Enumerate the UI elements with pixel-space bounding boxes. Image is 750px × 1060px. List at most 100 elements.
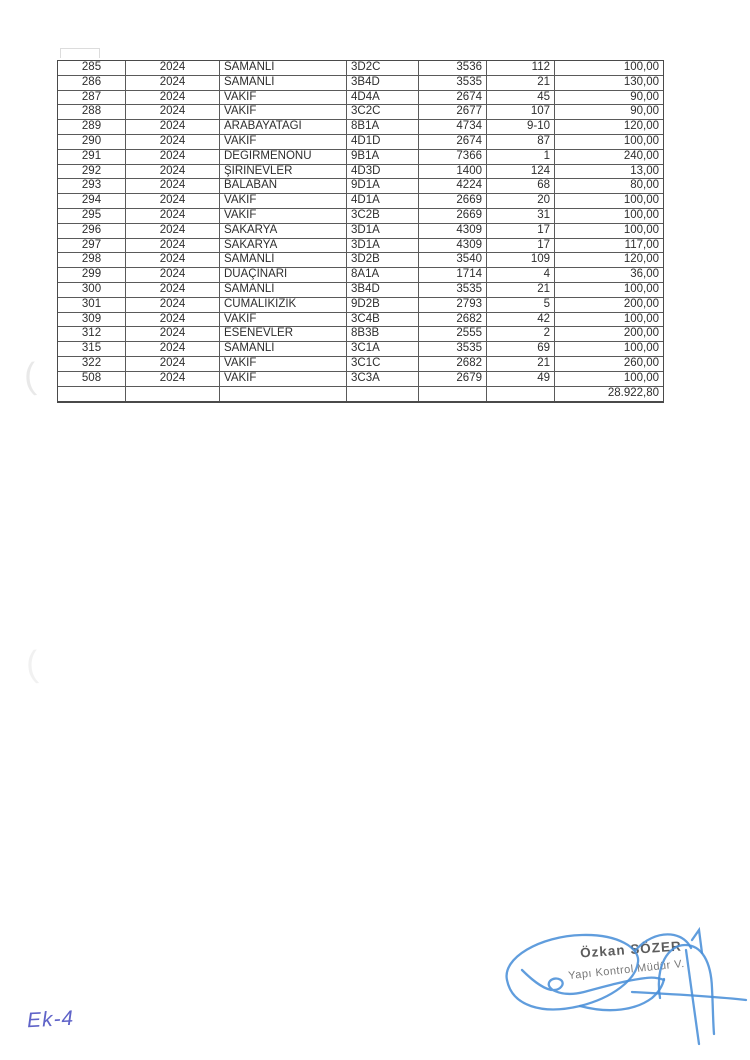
table-cell: 90,00 — [630, 90, 659, 103]
table-row: 300 2024 SAMANLI 3B4D 3535 21 100,00 — [58, 282, 663, 298]
signature-ink-icon — [505, 926, 748, 1046]
table-cell: 45 — [487, 90, 555, 105]
table-cell: 100,00 — [623, 194, 659, 207]
table-cell: VAKIF — [220, 356, 347, 371]
table-cell: 2024 — [126, 164, 220, 179]
table-row: 296 2024 SAKARYA 3D1A 4309 17 100,00 — [58, 223, 663, 239]
table-row: 299 2024 DUAÇINARI 8A1A 1714 4 36,00 — [58, 268, 663, 283]
table-cell: 290 — [58, 134, 126, 149]
table-cell: 301 — [58, 297, 126, 312]
table-cell: 100,00 — [623, 312, 659, 325]
table-cell: ESENEVLER — [220, 327, 347, 342]
table-cell: 287 — [58, 90, 126, 105]
table-cell: 2555 — [419, 327, 487, 342]
table-cell: 3536 — [419, 61, 487, 75]
table-cell: 295 — [58, 208, 126, 223]
table-cell: 2024 — [126, 371, 220, 386]
table-cell: 315 — [58, 342, 126, 356]
table-cell: 2024 — [126, 75, 220, 90]
table-row: 309 2024 VAKIF 3C4B 2682 42 100,00 — [58, 312, 663, 328]
table-cell: 296 — [58, 223, 126, 238]
table-cell: 2024 — [126, 179, 220, 194]
scan-artifact: ( — [24, 642, 40, 685]
table-cell: 3D1A — [347, 238, 419, 253]
table-cell: 1714 — [419, 268, 487, 282]
table-cell: 4D3D — [347, 164, 419, 179]
table-cell: 300 — [58, 282, 126, 297]
table-cell: 21 — [487, 282, 555, 297]
table-cell: DEĞİRMENÖNÜ — [220, 149, 347, 164]
table-cell: 3C1A — [347, 342, 419, 356]
table-cell: 2024 — [126, 342, 220, 356]
table-row: 289 2024 ARABAYATAĞI 8B1A 4734 9-10 120,00 — [58, 120, 663, 135]
table-cell: 200,00 — [623, 327, 659, 340]
table-cell: 3C3A — [347, 371, 419, 386]
table-cell: 120,00 — [623, 253, 659, 266]
table-cell: 2024 — [126, 120, 220, 134]
table-cell — [58, 386, 126, 402]
table-cell: 5 — [487, 297, 555, 312]
table-cell: 4D4A — [347, 90, 419, 105]
table-cell: 100,00 — [623, 371, 659, 384]
table-cell: SAMANLI — [220, 61, 347, 75]
table-cell: ARABAYATAĞI — [220, 120, 347, 134]
table-cell: 3C1C — [347, 356, 419, 371]
table-cell: VAKIF — [220, 194, 347, 208]
table-cell: 100,00 — [623, 208, 659, 221]
table-row: 286 2024 SAMANLI 3B4D 3535 21 130,00 — [58, 75, 663, 91]
table-row: 301 2024 CUMALIKIZIK 9D2B 2793 5 200,00 — [58, 297, 663, 313]
table-row: 312 2024 ESENEVLER 8B3B 2555 2 200,00 — [58, 327, 663, 343]
table-cell: 1 — [487, 149, 555, 164]
table-cell: 17 — [487, 223, 555, 238]
table-cell: 8A1A — [347, 268, 419, 282]
table-cell — [347, 386, 419, 402]
table-cell: 2024 — [126, 208, 220, 223]
table-cell: 68 — [487, 179, 555, 194]
table-cell: 3C2C — [347, 105, 419, 120]
total-amount: 28.922,80 — [607, 386, 659, 399]
table-cell: VAKIF — [220, 134, 347, 149]
table-cell: 1400 — [419, 164, 487, 179]
table-cell: CUMALIKIZIK — [220, 297, 347, 312]
table-cell: 8B1A — [347, 120, 419, 134]
table-cell: VAKIF — [220, 208, 347, 223]
table-cell: 4D1A — [347, 194, 419, 208]
table-cell: 2024 — [126, 327, 220, 342]
table-cell: 42 — [487, 312, 555, 327]
table-cell: 21 — [487, 75, 555, 90]
table-cell: 2024 — [126, 268, 220, 282]
table-cell: BALABAN — [220, 179, 347, 194]
table-cell: 3535 — [419, 75, 487, 90]
table-row: 295 2024 VAKIF 3C2B 2669 31 100,00 — [58, 208, 663, 224]
table-cell: 294 — [58, 194, 126, 208]
table-cell: 107 — [487, 105, 555, 120]
table-cell: 2677 — [419, 105, 487, 120]
table-cell: 2024 — [126, 238, 220, 253]
table-cell: 240,00 — [623, 149, 659, 162]
table-cell: 322 — [58, 356, 126, 371]
table-row: 287 2024 VAKIF 4D4A 2674 45 90,00 — [58, 90, 663, 106]
table-cell: 124 — [487, 164, 555, 179]
scan-artifact: ( — [22, 354, 38, 397]
table-cell: 130,00 — [623, 75, 659, 88]
table-cell: 3D2C — [347, 61, 419, 75]
table-row: 298 2024 SAMANLI 3D2B 3540 109 120,00 — [58, 253, 663, 269]
table-cell: VAKIF — [220, 105, 347, 120]
table-cell: 7366 — [419, 149, 487, 164]
table-body: 285 2024 SAMANLI 3D2C 3536 112 100,00 286 2024 SA… — [58, 61, 663, 387]
table-cell: 3D2B — [347, 253, 419, 268]
table-cell: 286 — [58, 75, 126, 90]
table-cell: VAKIF — [220, 312, 347, 327]
table-cell: SAMANLI — [220, 253, 347, 268]
table-cell: 100,00 — [623, 134, 659, 147]
table-cell: 2669 — [419, 208, 487, 223]
table-cell: 2669 — [419, 194, 487, 208]
table-cell: 4734 — [419, 120, 487, 134]
table-cell: 285 — [58, 61, 126, 75]
table-cell: 117,00 — [624, 238, 659, 251]
table-cell: 100,00 — [623, 342, 659, 355]
table-cell: 2024 — [126, 90, 220, 105]
table-row: 292 2024 ŞİRİNEVLER 4D3D 1400 124 13,00 — [58, 164, 663, 180]
table-cell: 298 — [58, 253, 126, 268]
table-cell: 120,00 — [623, 120, 659, 133]
